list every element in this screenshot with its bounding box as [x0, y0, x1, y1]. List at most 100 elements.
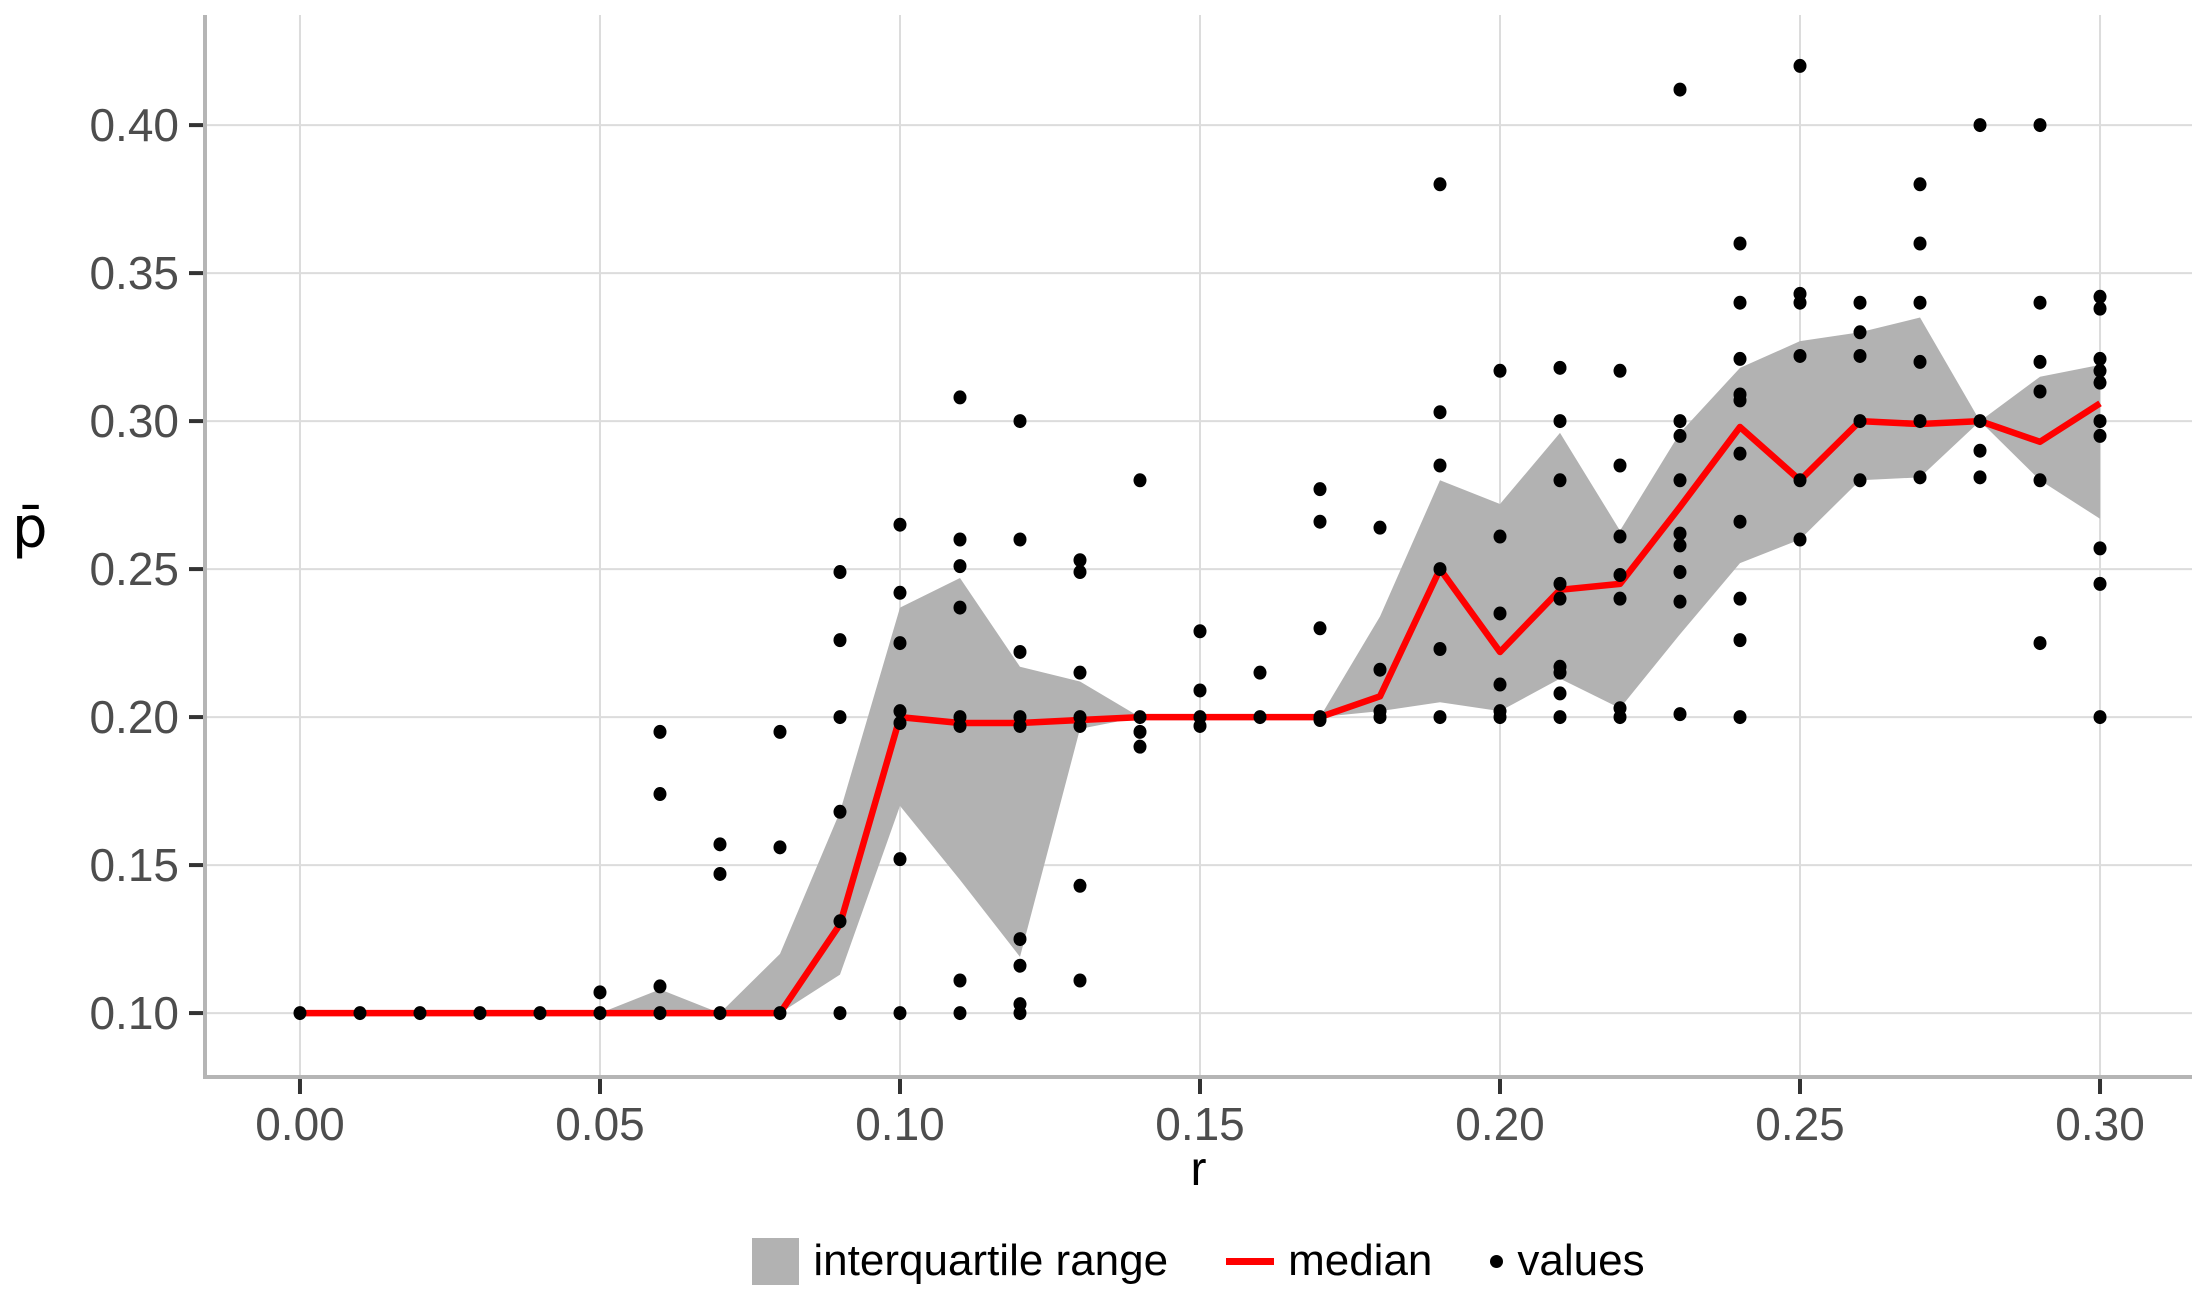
x-tick-label: 0.00: [255, 1098, 345, 1150]
value-point: [1913, 470, 1927, 485]
value-point: [1793, 58, 1807, 73]
value-point: [1613, 568, 1627, 583]
value-point: [653, 1006, 667, 1021]
value-point: [1733, 387, 1747, 402]
value-point: [1853, 348, 1867, 363]
value-point: [1133, 739, 1147, 754]
value-point: [2093, 576, 2107, 591]
value-point: [713, 837, 727, 852]
x-tick-label: 0.20: [1455, 1098, 1545, 1150]
value-point: [1373, 704, 1387, 719]
value-point: [1733, 514, 1747, 529]
value-point: [2093, 375, 2107, 390]
value-point: [1613, 591, 1627, 606]
value-point: [1073, 553, 1087, 568]
value-point: [1313, 482, 1327, 497]
value-point: [2093, 428, 2107, 443]
value-point: [1913, 177, 1927, 192]
y-tick-label: 0.15: [89, 839, 179, 891]
value-point: [1913, 354, 1927, 369]
value-point: [1673, 565, 1687, 580]
value-point: [1433, 405, 1447, 420]
value-point: [2093, 414, 2107, 429]
value-point: [773, 724, 787, 739]
value-point: [2033, 118, 2047, 133]
legend-item-values: values: [1490, 1236, 1645, 1286]
value-point: [653, 787, 667, 802]
value-point: [1553, 360, 1567, 375]
y-tick-label: 0.25: [89, 543, 179, 595]
y-tick-label: 0.30: [89, 395, 179, 447]
median-line-icon: [1226, 1257, 1275, 1265]
value-point: [833, 1006, 847, 1021]
value-point: [593, 985, 607, 1000]
value-point: [2033, 636, 2047, 651]
value-point: [653, 979, 667, 994]
value-point: [833, 633, 847, 648]
value-point: [1673, 473, 1687, 488]
value-point: [1973, 443, 1987, 458]
value-point: [1853, 325, 1867, 340]
value-point: [1733, 591, 1747, 606]
legend-label-iqr: interquartile range: [813, 1236, 1169, 1285]
value-point: [1793, 286, 1807, 301]
value-point: [773, 840, 787, 855]
value-point: [2093, 363, 2107, 378]
value-point: [1793, 473, 1807, 488]
value-point: [1673, 414, 1687, 429]
value-point: [893, 517, 907, 532]
value-point: [1553, 414, 1567, 429]
legend-item-iqr: interquartile range: [752, 1236, 1168, 1286]
value-point: [1613, 529, 1627, 544]
value-point: [1013, 532, 1027, 547]
x-tick-label: 0.25: [1755, 1098, 1845, 1150]
value-point: [1073, 565, 1087, 580]
value-point: [833, 804, 847, 819]
value-point: [1073, 665, 1087, 680]
value-point: [1193, 624, 1207, 639]
value-point: [1973, 118, 1987, 133]
value-point: [953, 390, 967, 405]
value-point: [2033, 384, 2047, 399]
value-point: [953, 710, 967, 725]
value-point: [1253, 710, 1267, 725]
value-point: [953, 559, 967, 574]
value-point: [1733, 351, 1747, 366]
y-tick-label: 0.40: [89, 99, 179, 151]
value-point: [893, 585, 907, 600]
legend-item-median: median: [1226, 1236, 1432, 1286]
value-point: [1373, 662, 1387, 677]
value-point: [1493, 677, 1507, 692]
value-point: [2033, 354, 2047, 369]
value-point: [1493, 606, 1507, 621]
y-axis-title: p̄: [12, 496, 48, 561]
value-point: [1553, 591, 1567, 606]
iqr-swatch-icon: [752, 1237, 800, 1285]
x-tick-label: 0.05: [555, 1098, 645, 1150]
y-tick-label: 0.35: [89, 247, 179, 299]
value-point: [1313, 710, 1327, 725]
value-point: [2093, 710, 2107, 725]
value-point: [1433, 642, 1447, 657]
value-point: [1553, 659, 1567, 674]
value-point: [1613, 458, 1627, 473]
value-point: [953, 600, 967, 615]
values-dot-icon: [1490, 1254, 1504, 1268]
iqr-ribbon: [299, 317, 2101, 1014]
value-point: [1433, 177, 1447, 192]
value-point: [1973, 470, 1987, 485]
legend: interquartile range median values: [205, 1236, 2192, 1286]
value-point: [1973, 414, 1987, 429]
value-point: [1673, 538, 1687, 553]
value-point: [713, 1006, 727, 1021]
value-point: [653, 724, 667, 739]
value-point: [1853, 414, 1867, 429]
value-point: [2093, 301, 2107, 316]
value-point: [2093, 289, 2107, 304]
value-point: [893, 716, 907, 730]
value-point: [1553, 686, 1567, 701]
value-point: [2033, 295, 2047, 310]
value-point: [1913, 295, 1927, 310]
